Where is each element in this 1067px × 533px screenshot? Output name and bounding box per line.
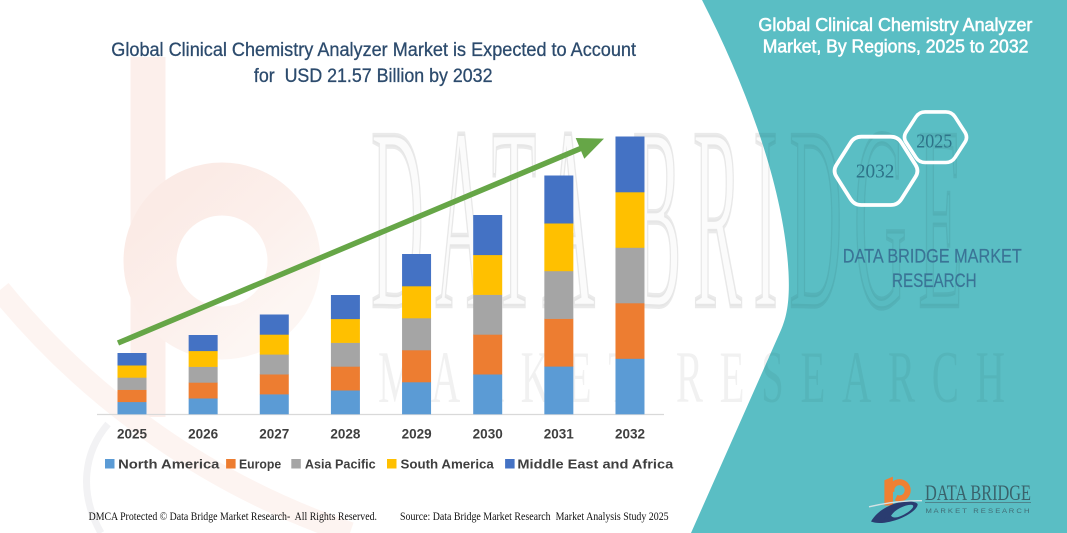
- svg-text:2028: 2028: [330, 427, 361, 442]
- svg-text:2025: 2025: [117, 427, 148, 442]
- svg-text:2032: 2032: [615, 427, 645, 442]
- svg-text:M A R K E T R E S E A R C H: M A R K E T R E S E A R C H: [926, 509, 1030, 515]
- svg-text:Global Clinical Chemistry Anal: Global Clinical Chemistry Analyzer: [758, 14, 1032, 35]
- svg-text:DATA BRIDGE: DATA BRIDGE: [371, 74, 963, 363]
- svg-text:2031: 2031: [544, 427, 575, 442]
- svg-text:Asia Pacific: Asia Pacific: [305, 457, 376, 472]
- svg-text:DATA BRIDGE MARKET: DATA BRIDGE MARKET: [843, 247, 1022, 268]
- svg-text:2030: 2030: [473, 427, 503, 442]
- svg-text:2032: 2032: [856, 161, 895, 182]
- svg-text:RESEARCH: RESEARCH: [892, 271, 977, 292]
- svg-text:Market, By Regions, 2025 to 20: Market, By Regions, 2025 to 2032: [763, 36, 1029, 57]
- svg-text:Middle East and Africa: Middle East and Africa: [517, 457, 674, 472]
- svg-text:2026: 2026: [188, 427, 219, 442]
- svg-text:Source: Data Bridge Market Res: Source: Data Bridge Market Research Mark…: [400, 511, 669, 523]
- svg-text:MARKET RESEARCH: MARKET RESEARCH: [378, 336, 1005, 418]
- svg-text:2025: 2025: [916, 132, 952, 153]
- svg-text:Europe: Europe: [239, 457, 281, 472]
- svg-text:South America: South America: [401, 457, 495, 472]
- svg-text:2027: 2027: [259, 427, 289, 442]
- svg-text:for USD 21.57 Billion by 2032: for USD 21.57 Billion by 2032: [254, 65, 493, 87]
- svg-text:North America: North America: [118, 457, 220, 472]
- svg-text:DATA BRIDGE: DATA BRIDGE: [925, 480, 1031, 505]
- svg-text:Global Clinical Chemistry Anal: Global Clinical Chemistry Analyzer Marke…: [111, 39, 636, 61]
- svg-text:2029: 2029: [402, 427, 432, 442]
- svg-text:DMCA Protected © Data Bridge M: DMCA Protected © Data Bridge Market Rese…: [89, 511, 378, 523]
